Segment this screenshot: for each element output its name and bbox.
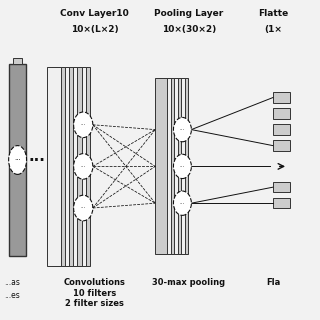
Bar: [13, 58, 22, 64]
Text: 30-max pooling: 30-max pooling: [152, 278, 225, 287]
Bar: [169, 78, 181, 254]
Bar: [72, 67, 86, 266]
Text: ···: ···: [14, 157, 21, 163]
Bar: [273, 108, 291, 119]
Ellipse shape: [74, 112, 93, 138]
Bar: [76, 67, 90, 266]
Text: Fla: Fla: [267, 278, 281, 287]
Text: ···: ···: [81, 205, 86, 211]
Text: ···: ···: [180, 127, 185, 132]
Bar: [176, 78, 188, 254]
Text: Conv Layer10: Conv Layer10: [60, 9, 129, 18]
Bar: [60, 67, 73, 266]
Text: (1×: (1×: [265, 25, 283, 34]
Text: 10×(L×2): 10×(L×2): [71, 25, 118, 34]
Bar: [166, 78, 178, 254]
Bar: [47, 67, 61, 266]
Text: 10×(30×2): 10×(30×2): [162, 25, 216, 34]
Bar: [68, 67, 82, 266]
Text: ...es: ...es: [4, 291, 20, 300]
Bar: [155, 78, 167, 254]
Text: ···: ···: [28, 153, 45, 167]
Bar: [273, 92, 291, 103]
Bar: [159, 78, 171, 254]
Ellipse shape: [9, 146, 27, 174]
Text: ···: ···: [81, 164, 86, 169]
Ellipse shape: [173, 191, 191, 215]
Text: ···: ···: [180, 164, 185, 169]
Text: Flatte: Flatte: [259, 9, 289, 18]
Bar: [273, 198, 291, 209]
Bar: [273, 140, 291, 151]
Bar: [173, 78, 185, 254]
Text: Convolutions
10 filters
2 filter sizes: Convolutions 10 filters 2 filter sizes: [63, 278, 125, 308]
Bar: [273, 182, 291, 193]
Text: Pooling Layer: Pooling Layer: [154, 9, 223, 18]
Ellipse shape: [74, 154, 93, 179]
Bar: [9, 64, 26, 256]
Text: ···: ···: [180, 201, 185, 206]
Ellipse shape: [173, 154, 191, 179]
Bar: [273, 124, 291, 135]
Bar: [162, 78, 174, 254]
Bar: [64, 67, 77, 266]
Bar: [52, 67, 65, 266]
Text: ...as: ...as: [4, 278, 20, 287]
Ellipse shape: [173, 117, 191, 142]
Bar: [56, 67, 69, 266]
Text: ···: ···: [81, 122, 86, 127]
Ellipse shape: [74, 195, 93, 221]
